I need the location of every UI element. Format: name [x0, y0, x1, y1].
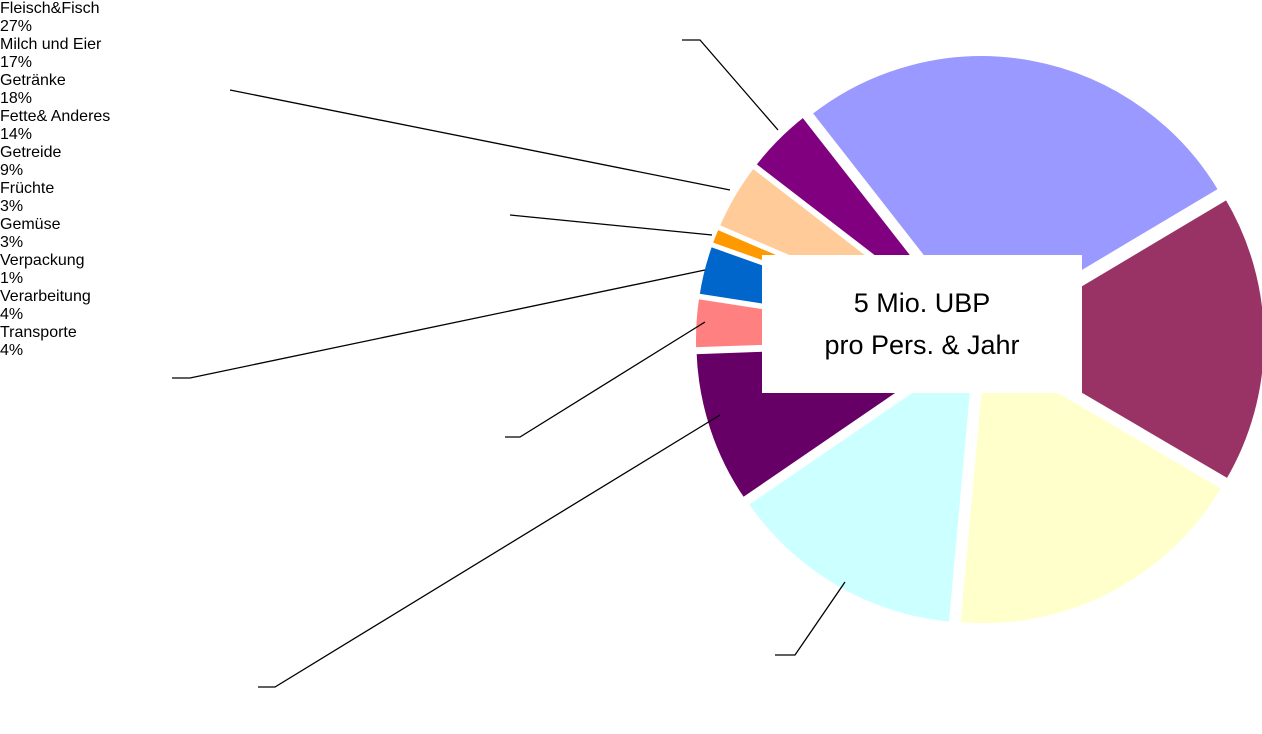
slice-label: Fleisch&Fisch 27% — [0, 0, 1262, 36]
category-label: Verpackung — [0, 252, 85, 269]
center-label: 5 Mio. UBP — [853, 288, 991, 318]
value-label: 14% — [0, 126, 33, 143]
pie-slice — [956, 343, 1227, 628]
category-label: Verarbeitung — [0, 288, 91, 305]
slice-label: Fette& Anderes 14% — [0, 108, 1262, 144]
category-label: Getreide — [0, 144, 62, 161]
slice-label: Transporte 4% — [0, 324, 1262, 360]
value-label: 4% — [0, 306, 24, 323]
slice-label: Milch und Eier 17% — [0, 36, 150, 72]
category-label: Früchte — [0, 180, 55, 197]
leader-line — [258, 414, 721, 688]
slice-label: Gemüse 3% — [0, 216, 1262, 252]
category-label: Fleisch&Fisch — [0, 0, 100, 17]
value-label: 4% — [0, 342, 24, 359]
slice-label: Verpackung 1% — [0, 252, 1262, 288]
value-label: 27% — [0, 18, 33, 35]
value-label: 3% — [0, 234, 24, 251]
value-label: 17% — [0, 54, 33, 71]
value-label: 9% — [0, 162, 24, 179]
value-label: 3% — [0, 198, 24, 215]
category-label: Transporte — [0, 324, 77, 341]
center-label: pro Pers. & Jahr — [824, 330, 1020, 360]
center-label-box: 5 Mio. UBP pro Pers. & Jahr — [762, 255, 1082, 393]
category-label: Gemüse — [0, 216, 61, 233]
leader-line — [172, 269, 706, 379]
slice-label: Verarbeitung 4% — [0, 288, 1262, 324]
value-label: 18% — [0, 90, 33, 107]
category-label: Getränke — [0, 72, 66, 89]
leader-line — [682, 39, 779, 131]
value-label: 1% — [0, 270, 24, 287]
pie-slice — [807, 52, 1224, 335]
leader-line — [505, 321, 706, 438]
leader-line — [509, 214, 713, 236]
pie-slice — [743, 342, 979, 626]
category-label: Fette& Anderes — [0, 108, 111, 125]
slice-label: Getreide 9% — [0, 144, 1262, 180]
category-label: Milch und Eier — [0, 36, 102, 53]
leader-line — [229, 89, 731, 191]
pie-slice — [984, 194, 1262, 484]
slice-label: Getränke 18% — [0, 72, 1262, 108]
leader-line — [775, 581, 846, 656]
slice-label: Früchte 3% — [0, 180, 1262, 216]
